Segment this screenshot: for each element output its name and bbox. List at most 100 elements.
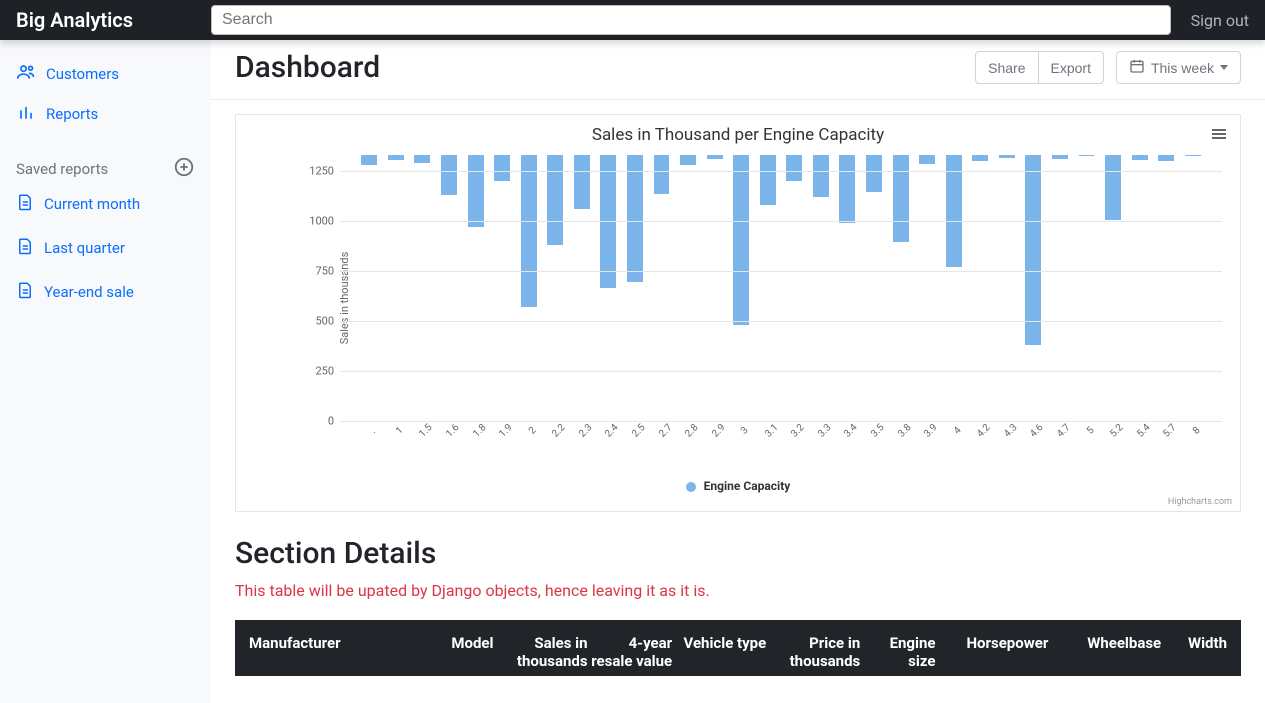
sidebar-item-label: Reports (46, 105, 98, 123)
bar: 3.1 (754, 155, 781, 421)
saved-report-item[interactable]: Current month (16, 182, 195, 226)
bar: 5 (1073, 155, 1100, 421)
bar: 3.9 (914, 155, 941, 421)
x-tick-label: 3.5 (869, 422, 887, 440)
x-tick-label: 3 (739, 425, 751, 437)
bar: 3 (728, 155, 755, 421)
saved-reports-heading: Saved reports (16, 160, 108, 178)
saved-report-item[interactable]: Last quarter (16, 226, 195, 270)
section-note: This table will be upated by Django obje… (235, 581, 1241, 600)
bar: 3.8 (887, 155, 914, 421)
x-tick-label: 3.4 (842, 422, 860, 440)
x-tick-label: 5.2 (1108, 422, 1126, 440)
x-tick-label: 2 (527, 425, 539, 437)
x-tick-label: 3.8 (896, 422, 914, 440)
sidebar-item-customers[interactable]: Customers (16, 54, 195, 94)
table-column-header: Width (1161, 634, 1227, 670)
x-tick-label: 3.2 (789, 422, 807, 440)
sidebar-item-reports[interactable]: Reports (16, 94, 195, 134)
saved-report-label: Year-end sale (44, 283, 134, 301)
bar: 5.4 (1126, 155, 1153, 421)
document-icon (16, 192, 34, 216)
x-tick-label: 2.7 (657, 422, 675, 440)
bar: 2.8 (675, 155, 702, 421)
y-tick-label: 0 (328, 415, 334, 428)
date-range-button[interactable]: This week (1116, 51, 1241, 84)
table-column-header: Vehicle type (672, 634, 766, 670)
saved-report-label: Last quarter (44, 239, 125, 257)
bar: 2.3 (569, 155, 596, 421)
bar: 3.2 (781, 155, 808, 421)
y-tick-label: 1250 (309, 165, 334, 178)
bar: 5.7 (1153, 155, 1180, 421)
bar: 1.5 (409, 155, 436, 421)
x-tick-label: 2.9 (710, 422, 728, 440)
search-input[interactable] (211, 5, 1171, 35)
chart-credits: Highcharts.com (1168, 497, 1232, 507)
table-column-header: Sales in thousands (494, 634, 588, 670)
x-tick-label: 2.3 (577, 422, 595, 440)
x-tick-label: 1.6 (444, 422, 462, 440)
bar: 4.3 (994, 155, 1021, 421)
x-tick-label: . (368, 426, 378, 436)
users-icon (16, 62, 36, 86)
x-tick-label: 1.8 (471, 422, 489, 440)
x-tick-label: 3.1 (763, 422, 781, 440)
bar: 2.2 (542, 155, 569, 421)
table-column-header: 4-year resale value (588, 634, 673, 670)
bar: 8 (1179, 155, 1206, 421)
bar: 2.4 (595, 155, 622, 421)
bar: . (356, 155, 383, 421)
y-tick-label: 1000 (309, 215, 334, 228)
x-tick-label: 3.9 (922, 422, 940, 440)
bars-icon (16, 102, 36, 126)
bar: 2.7 (648, 155, 675, 421)
bar: 4.2 (967, 155, 994, 421)
x-tick-label: 5.7 (1161, 422, 1179, 440)
sales-chart: Sales in Thousand per Engine Capacity Sa… (235, 114, 1241, 512)
bar: 1 (383, 155, 410, 421)
y-tick-label: 750 (315, 265, 334, 278)
bar: 2 (515, 155, 542, 421)
saved-report-item[interactable]: Year-end sale (16, 270, 195, 314)
bar: 4.6 (1020, 155, 1047, 421)
y-tick-label: 500 (315, 315, 334, 328)
export-button[interactable]: Export (1039, 51, 1104, 84)
add-report-icon[interactable] (173, 156, 195, 182)
x-tick-label: 4.3 (1002, 422, 1020, 440)
section-title: Section Details (235, 536, 1241, 571)
x-tick-label: 3.3 (816, 422, 834, 440)
table-column-header: Horsepower (935, 634, 1048, 670)
x-tick-label: 4.6 (1028, 422, 1046, 440)
bar: 3.5 (861, 155, 888, 421)
table-header-row: ManufacturerModelSales in thousands4-yea… (235, 620, 1241, 676)
chart-menu-icon[interactable] (1212, 127, 1226, 141)
bar: 2.9 (701, 155, 728, 421)
y-tick-label: 250 (315, 365, 334, 378)
x-tick-label: 4 (952, 425, 964, 437)
page-title: Dashboard (235, 50, 380, 85)
document-icon (16, 236, 34, 260)
bar: 4 (940, 155, 967, 421)
share-button[interactable]: Share (975, 51, 1038, 84)
x-tick-label: 1.9 (497, 422, 515, 440)
legend-swatch (686, 482, 696, 492)
x-tick-label: 8 (1191, 425, 1203, 437)
bar: 1.8 (462, 155, 489, 421)
bar: 5.2 (1100, 155, 1127, 421)
x-tick-label: 5.4 (1135, 422, 1153, 440)
bar: 1.6 (436, 155, 463, 421)
table-column-header: Wheelbase (1048, 634, 1161, 670)
table-column-header: Engine size (860, 634, 935, 670)
x-tick-label: 2.2 (550, 422, 568, 440)
bar: 1.9 (489, 155, 516, 421)
x-tick-label: 1 (394, 425, 406, 437)
sign-out-link[interactable]: Sign out (1191, 11, 1249, 30)
document-icon (16, 280, 34, 304)
date-range-label: This week (1151, 60, 1214, 76)
bar: 2.5 (622, 155, 649, 421)
bar: 3.3 (808, 155, 835, 421)
table-column-header: Manufacturer (249, 634, 390, 670)
saved-report-label: Current month (44, 195, 140, 213)
chart-legend: Engine Capacity (236, 479, 1240, 493)
